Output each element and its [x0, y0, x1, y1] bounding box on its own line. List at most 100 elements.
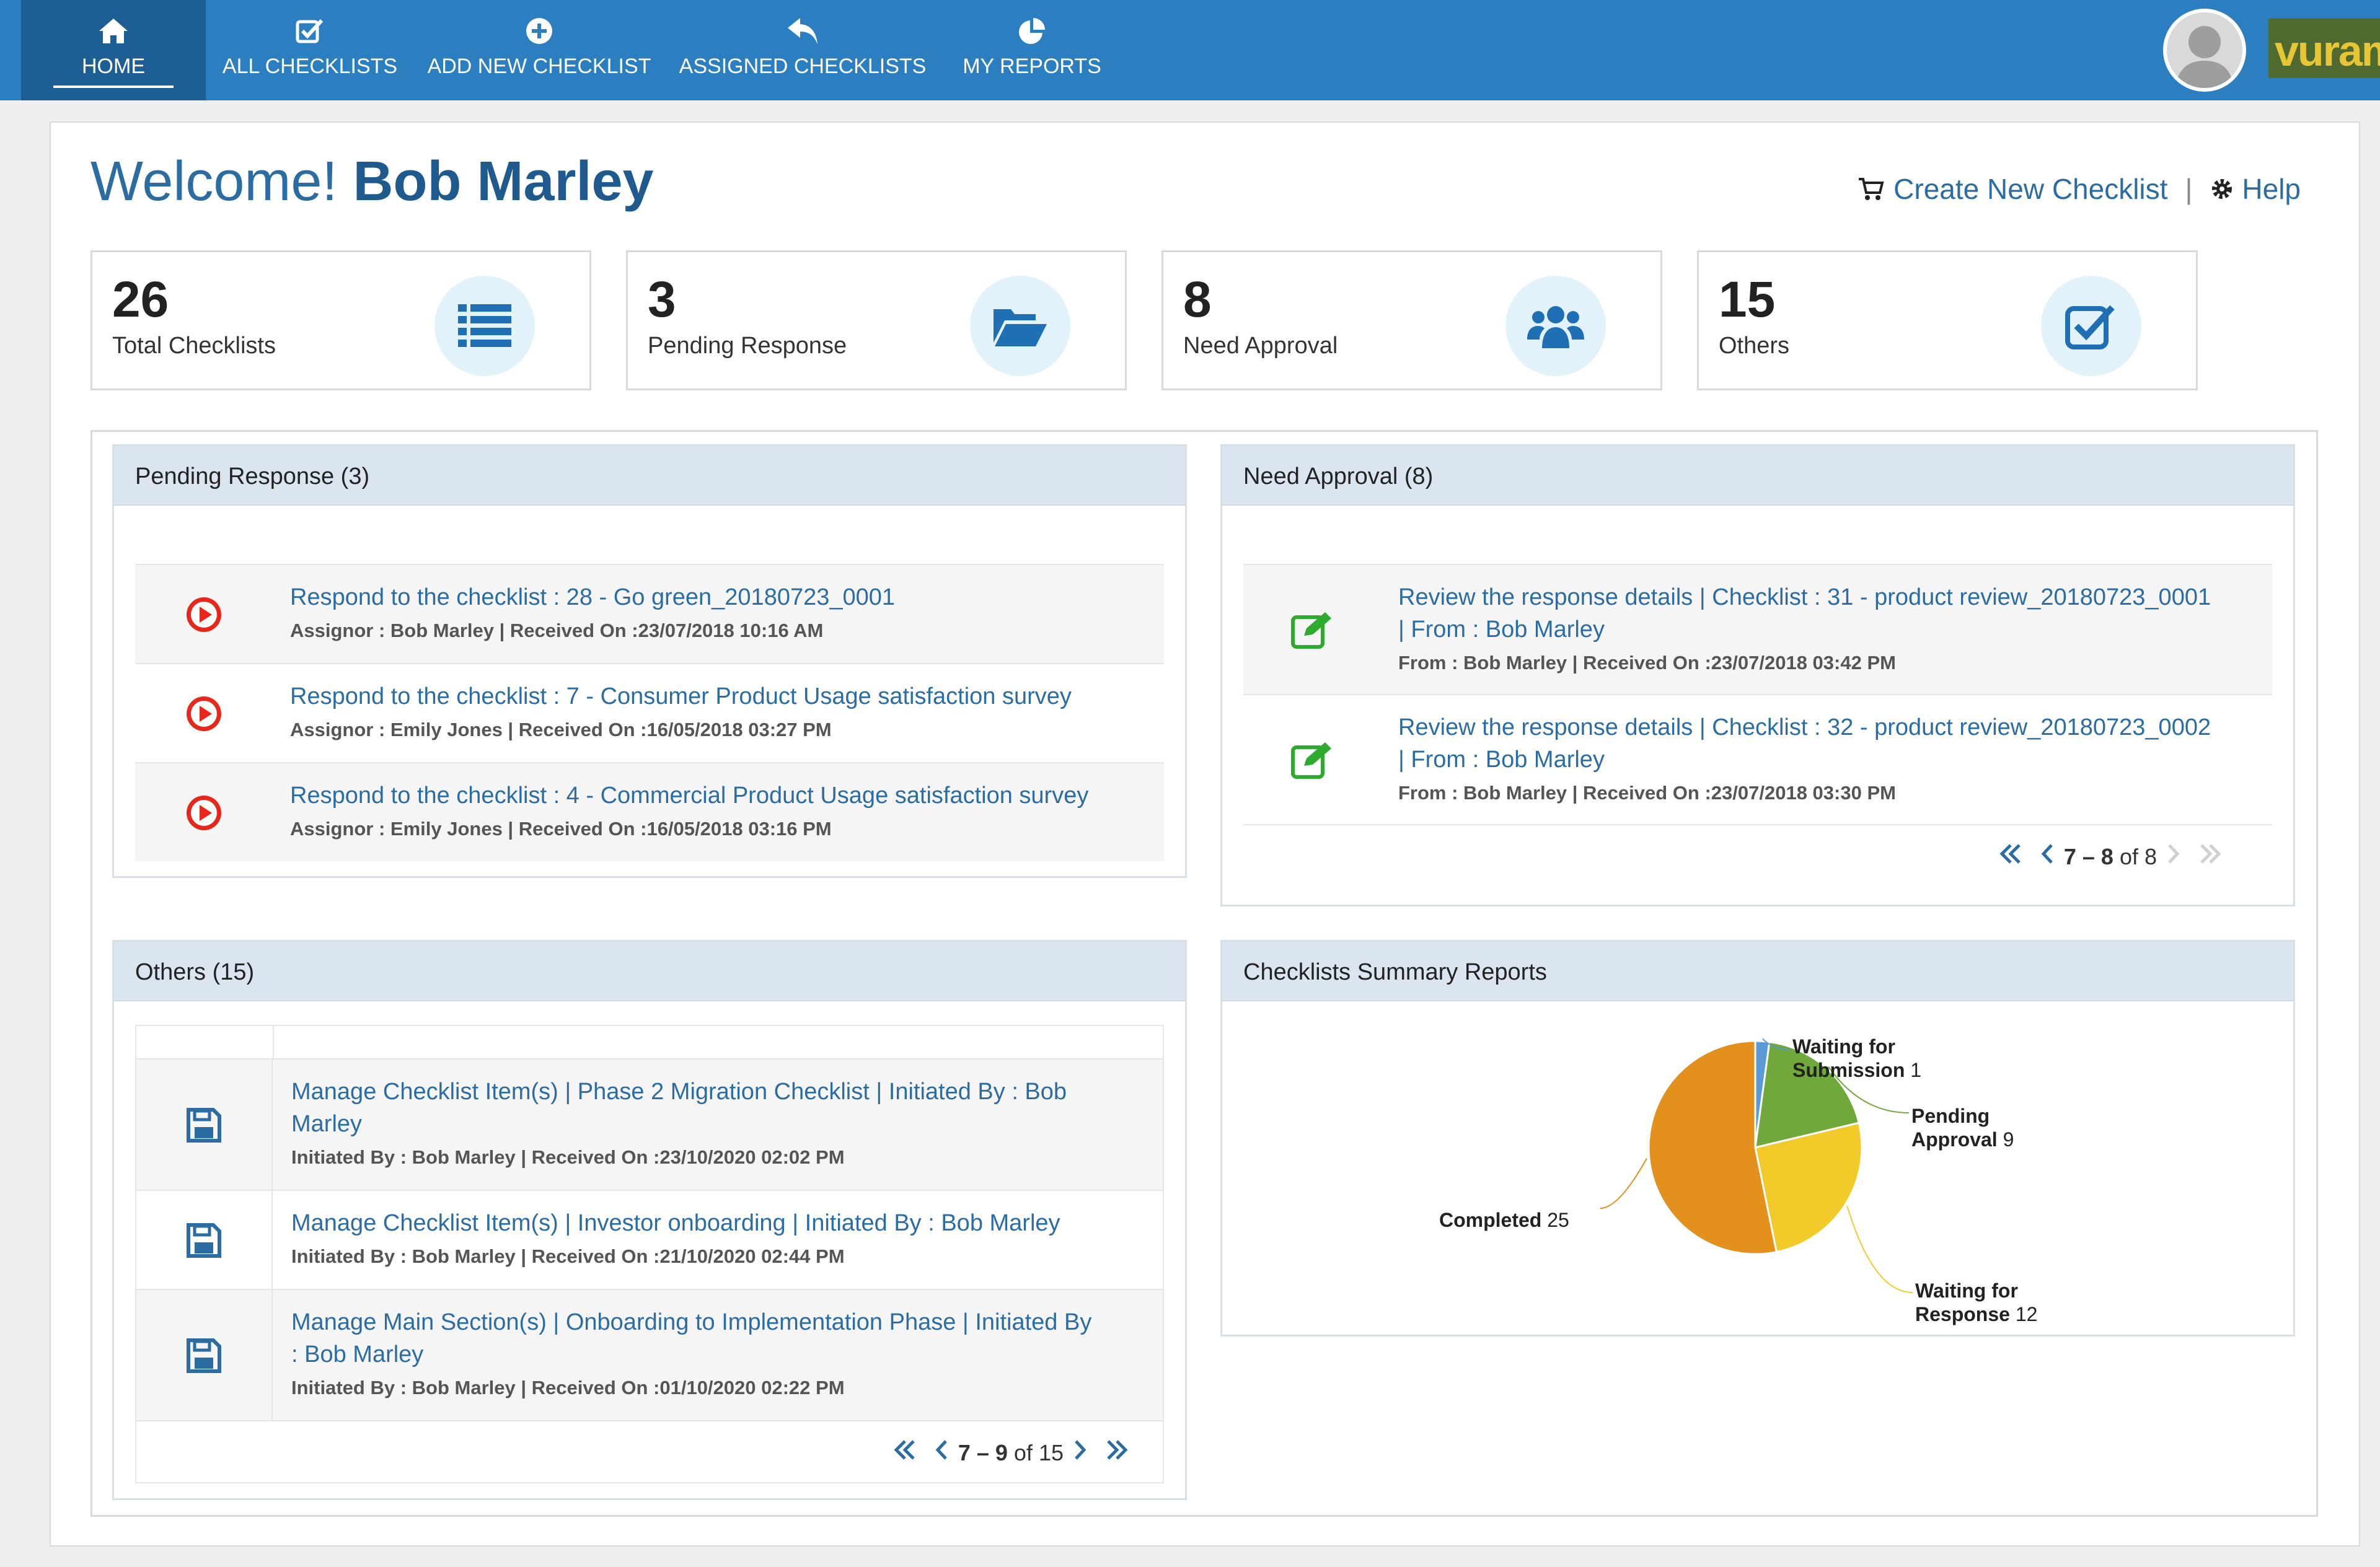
- item-title-link[interactable]: Manage Checklist Item(s) | Investor onbo…: [291, 1210, 1060, 1236]
- nav-add-new-checklist[interactable]: ADD NEW CHECKLIST: [421, 0, 657, 100]
- first-page-icon[interactable]: [892, 1439, 917, 1467]
- reply-icon: [676, 14, 930, 48]
- nav-all-checklists[interactable]: ALL CHECKLISTS: [217, 0, 403, 100]
- panel-header: Need Approval (8): [1222, 446, 2293, 506]
- item-title-link[interactable]: Manage Main Section(s) | Onboarding to I…: [291, 1309, 1092, 1367]
- label-waiting-submission: Waiting for Submission 1: [1792, 1035, 1922, 1081]
- item-title-link[interactable]: Respond to the checklist : 7 - Consumer …: [290, 683, 1072, 709]
- play-icon: [135, 763, 273, 863]
- others-pager: 7 – 9 of 15: [884, 1439, 1138, 1467]
- prev-page-icon[interactable]: [2040, 843, 2055, 871]
- edit-icon: [1243, 695, 1381, 825]
- user-name: Bob Marley: [353, 151, 654, 213]
- save-icon: [136, 1290, 273, 1421]
- stat-need-approval[interactable]: 8 Need Approval: [1161, 250, 1662, 390]
- item-title-link[interactable]: Respond to the checklist : 28 - Go green…: [290, 584, 896, 610]
- last-page-icon[interactable]: [2198, 843, 2223, 871]
- stat-value: 26: [112, 271, 169, 328]
- item-title-link[interactable]: Manage Checklist Item(s) | Phase 2 Migra…: [291, 1079, 1067, 1137]
- need-approval-panel: Need Approval (8) Review the response de…: [1220, 444, 2295, 906]
- plus-circle-icon: [421, 14, 657, 48]
- panel-title: Pending Response (3): [135, 463, 370, 489]
- item-meta: Assignor : Emily Jones | Received On :16…: [290, 719, 832, 740]
- edit-icon: [1243, 565, 1381, 695]
- link-separator: |: [2185, 173, 2193, 205]
- list-item[interactable]: Respond to the checklist : 7 - Consumer …: [135, 663, 1164, 762]
- table-row[interactable]: Manage Main Section(s) | Onboarding to I…: [135, 1289, 1164, 1421]
- table-footer: 7 – 9 of 15: [135, 1420, 1164, 1483]
- item-meta: Initiated By : Bob Marley | Received On …: [291, 1245, 845, 1267]
- stat-label: Total Checklists: [112, 333, 276, 359]
- avatar[interactable]: [2163, 9, 2246, 92]
- stat-value: 3: [648, 271, 676, 328]
- item-title-link[interactable]: Review the response details | Checklist …: [1398, 584, 2211, 643]
- play-icon: [135, 664, 273, 763]
- item-title-link[interactable]: Respond to the checklist : 4 - Commercia…: [290, 783, 1089, 809]
- pie-slice-waiting-for-response[interactable]: [1754, 1121, 1863, 1253]
- table-row[interactable]: Manage Checklist Item(s) | Phase 2 Migra…: [135, 1058, 1164, 1191]
- leader-line: [1828, 1066, 1910, 1113]
- panel-header: Checklists Summary Reports: [1222, 942, 2293, 1001]
- checkbox-icon: [217, 14, 403, 48]
- nav-my-reports[interactable]: MY REPORTS: [942, 0, 1122, 100]
- stat-label: Pending Response: [648, 333, 847, 359]
- item-meta: Initiated By : Bob Marley | Received On …: [291, 1377, 845, 1398]
- help-link[interactable]: Help: [2242, 173, 2301, 205]
- save-icon: [136, 1191, 273, 1290]
- panel-title: Checklists Summary Reports: [1243, 959, 1547, 985]
- top-nav: HOME ALL CHECKLISTS ADD NEW CHECKLIST AS…: [0, 0, 2380, 100]
- list-item[interactable]: Review the response details | Checklist …: [1243, 694, 2272, 824]
- nav-assigned-checklists-label: ASSIGNED CHECKLISTS: [679, 55, 927, 78]
- item-meta: Initiated By : Bob Marley | Received On …: [291, 1146, 845, 1168]
- stat-label: Others: [1719, 333, 1790, 359]
- stat-value: 15: [1719, 271, 1776, 328]
- pie-chart: [1600, 1038, 1913, 1293]
- nav-home[interactable]: HOME: [21, 0, 206, 100]
- pie-slice-pending-approval[interactable]: [1754, 1040, 1861, 1149]
- item-meta: From : Bob Marley | Received On :23/07/2…: [1398, 782, 1896, 804]
- table-row[interactable]: Manage Checklist Item(s) | Investor onbo…: [135, 1190, 1164, 1290]
- dashboard-panels: Pending Response (3) Respond to the chec…: [90, 430, 2318, 1517]
- list-item[interactable]: Respond to the checklist : 4 - Commercia…: [135, 762, 1164, 861]
- gear-icon: [2212, 179, 2232, 199]
- stat-label: Need Approval: [1183, 333, 1338, 359]
- play-icon: [135, 565, 273, 664]
- pie-slice-completed[interactable]: [1647, 1040, 1778, 1255]
- list-item[interactable]: Review the response details | Checklist …: [1243, 564, 2272, 694]
- next-page-icon[interactable]: [1072, 1439, 1087, 1467]
- stat-total-checklists[interactable]: 26 Total Checklists: [90, 250, 591, 390]
- list-icon: [434, 276, 535, 376]
- label-pending-approval: Pending Approval 9: [1911, 1105, 2014, 1151]
- cart-icon: [1859, 178, 1884, 200]
- nav-assigned-checklists[interactable]: ASSIGNED CHECKLISTS: [676, 0, 930, 100]
- first-page-icon[interactable]: [1998, 843, 2023, 871]
- item-meta: From : Bob Marley | Received On :23/07/2…: [1398, 652, 1896, 674]
- panel-header: Others (15): [114, 942, 1185, 1001]
- pie-chart-icon: [942, 14, 1122, 48]
- last-page-icon[interactable]: [1104, 1439, 1129, 1467]
- stat-pending-response[interactable]: 3 Pending Response: [626, 250, 1127, 390]
- approval-pager: 7 – 8 of 8: [1990, 843, 2231, 871]
- item-meta: Assignor : Bob Marley | Received On :23/…: [290, 620, 824, 641]
- create-new-checklist-link[interactable]: Create New Checklist: [1893, 173, 2168, 205]
- divider: [1243, 824, 2272, 825]
- item-meta: Assignor : Emily Jones | Received On :16…: [290, 818, 832, 840]
- brand-logo: vuram: [2268, 19, 2380, 78]
- nav-add-new-checklist-label: ADD NEW CHECKLIST: [427, 55, 651, 78]
- label-completed: Completed 25: [1439, 1209, 1569, 1231]
- page-range: 7 – 8: [2063, 843, 2113, 869]
- page-range: 7 – 9: [958, 1439, 1008, 1465]
- leader-line: [1600, 1158, 1647, 1209]
- summary-report-panel: Checklists Summary Reports Waiting for Su…: [1220, 940, 2295, 1337]
- item-title-link[interactable]: Review the response details | Checklist …: [1398, 714, 2211, 773]
- folder-open-icon: [970, 276, 1070, 376]
- stat-others[interactable]: 15 Others: [1697, 250, 2198, 390]
- label-waiting-response: Waiting for Response 12: [1915, 1279, 2038, 1325]
- panel-title: Need Approval (8): [1243, 463, 1434, 489]
- nav-home-label: HOME: [82, 55, 145, 78]
- next-page-icon[interactable]: [2166, 843, 2180, 871]
- prev-page-icon[interactable]: [935, 1439, 950, 1467]
- list-item[interactable]: Respond to the checklist : 28 - Go green…: [135, 564, 1164, 663]
- users-icon: [1505, 276, 1606, 376]
- dashboard-page: Welcome! Bob Marley Create New Checklist…: [50, 121, 2360, 1547]
